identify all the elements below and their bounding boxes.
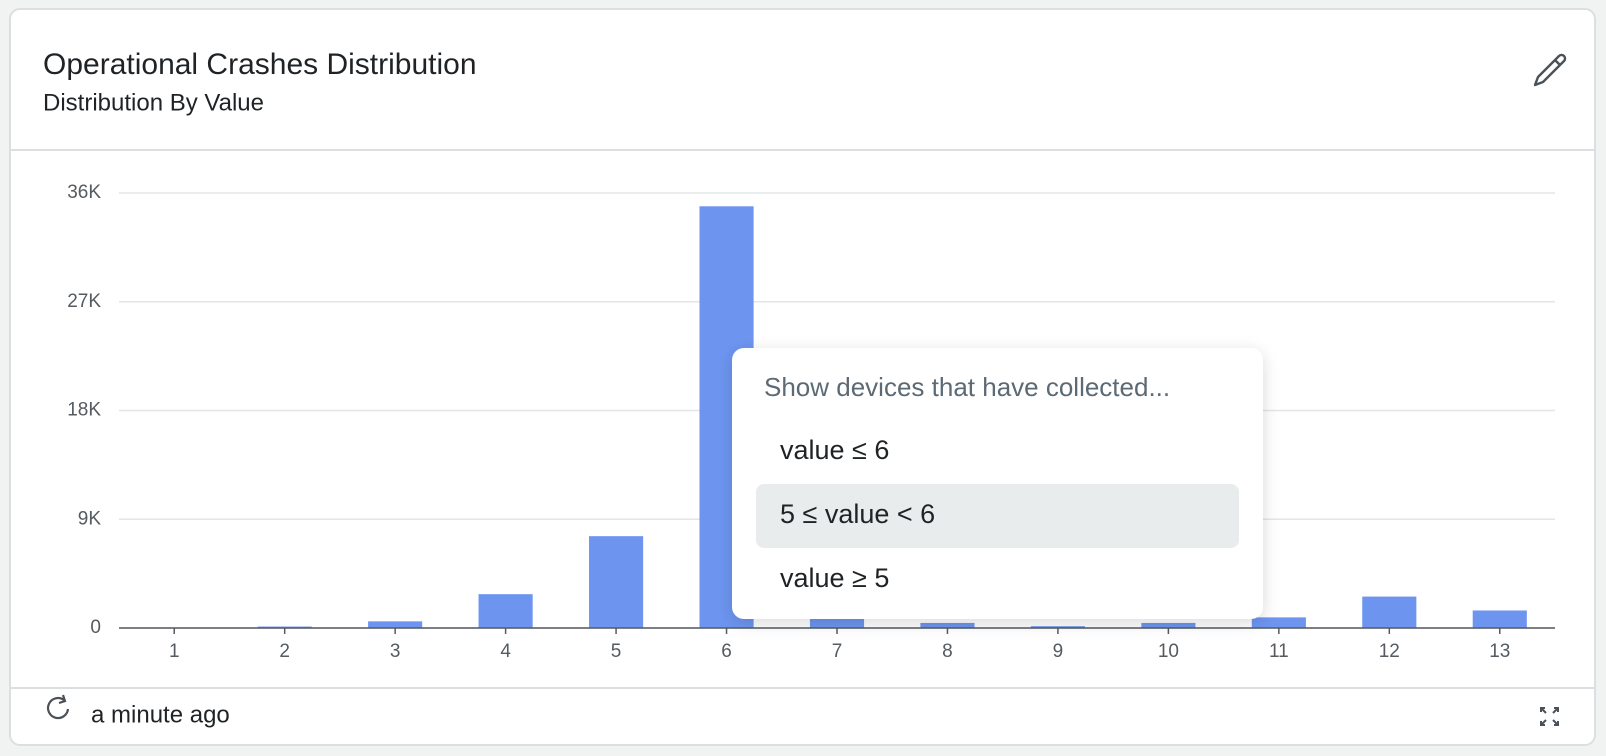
popup-box bbox=[732, 348, 1263, 619]
x-tick-label: 6 bbox=[721, 641, 732, 662]
x-tick-label: 11 bbox=[1269, 641, 1289, 662]
x-tick-label: 4 bbox=[500, 641, 511, 662]
x-tick-label: 5 bbox=[611, 641, 622, 662]
y-tick-label: 18K bbox=[67, 400, 101, 421]
card-subtitle: Distribution By Value bbox=[43, 89, 264, 116]
bar bbox=[1141, 622, 1196, 628]
x-tick-label: 3 bbox=[390, 641, 401, 662]
card-title: Operational Crashes Distribution bbox=[43, 48, 477, 81]
y-tick-label: 0 bbox=[90, 617, 101, 638]
x-tick-label: 9 bbox=[1053, 641, 1064, 662]
y-tick-label: 9K bbox=[78, 508, 102, 529]
refresh-icon[interactable] bbox=[47, 694, 70, 720]
x-tick-label: 10 bbox=[1158, 641, 1179, 662]
popup: Show devices that have collected... valu… bbox=[732, 348, 1263, 619]
y-tick-label: 27K bbox=[67, 291, 101, 312]
bar bbox=[809, 617, 865, 628]
popup-option[interactable]: value ≥ 5 bbox=[780, 563, 889, 593]
bar bbox=[920, 622, 975, 628]
expand-icon[interactable] bbox=[1540, 707, 1559, 726]
x-tick-label: 2 bbox=[279, 641, 290, 662]
y-tick-label: 36K bbox=[67, 182, 101, 203]
option-highlight bbox=[756, 484, 1239, 548]
bar bbox=[1362, 596, 1417, 628]
x-tick-label: 8 bbox=[942, 641, 953, 662]
edit-icon[interactable] bbox=[1533, 53, 1567, 87]
popup-option[interactable]: value ≤ 6 bbox=[780, 435, 889, 465]
bar bbox=[368, 621, 423, 628]
updated-time: a minute ago bbox=[91, 701, 230, 728]
popup-title: Show devices that have collected... bbox=[764, 372, 1170, 402]
bar bbox=[589, 536, 644, 628]
x-tick-label: 13 bbox=[1489, 641, 1510, 662]
x-tick-label: 1 bbox=[169, 641, 180, 662]
popup-option[interactable]: 5 ≤ value < 6 bbox=[780, 499, 935, 529]
bar bbox=[1472, 610, 1527, 628]
bar bbox=[478, 594, 533, 628]
bar bbox=[1251, 617, 1306, 628]
x-tick-label: 12 bbox=[1379, 641, 1400, 662]
bar bbox=[1030, 626, 1085, 628]
x-tick-label: 7 bbox=[832, 641, 843, 662]
